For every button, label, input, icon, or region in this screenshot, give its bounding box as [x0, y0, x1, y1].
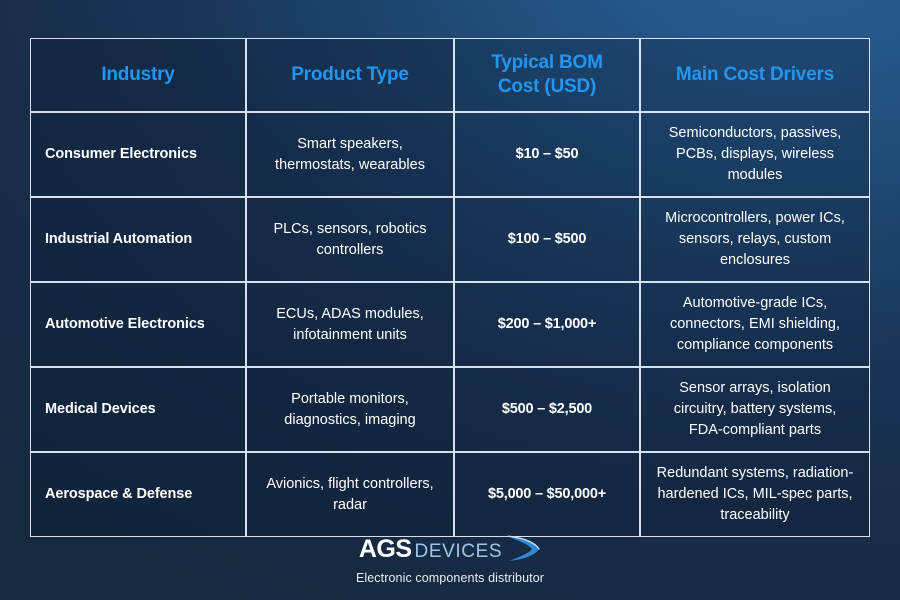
table-row: Automotive Electronics ECUs, ADAS module…: [30, 282, 870, 368]
cell-main-cost-drivers: Microcontrollers, power ICs, sensors, re…: [640, 197, 870, 283]
cell-typical-bom-cost: $500 – $2,500: [454, 367, 640, 453]
footer-tagline: Electronic components distributor: [355, 571, 545, 585]
cell-typical-bom-cost: $10 – $50: [454, 112, 640, 198]
cell-industry: Industrial Automation: [30, 197, 246, 283]
table-row: Consumer Electronics Smart speakers, the…: [30, 112, 870, 198]
cell-product-type: PLCs, sensors, robotics controllers: [246, 197, 454, 283]
cell-industry: Aerospace & Defense: [30, 452, 246, 538]
cell-main-cost-drivers: Redundant systems, radiation-hardened IC…: [640, 452, 870, 538]
swoosh-arrow-icon: [508, 535, 540, 561]
table-header-row: Industry Product Type Typical BOM Cost (…: [30, 38, 870, 112]
column-header-industry: Industry: [30, 38, 246, 112]
logo-wordmark-devices: DEVICES: [414, 540, 503, 562]
table-row: Industrial Automation PLCs, sensors, rob…: [30, 197, 870, 283]
cell-product-type: ECUs, ADAS modules, infotainment units: [246, 282, 454, 368]
cell-product-type: Portable monitors, diagnostics, imaging: [246, 367, 454, 453]
cell-industry: Medical Devices: [30, 367, 246, 453]
cell-product-type: Smart speakers, thermostats, wearables: [246, 112, 454, 198]
cell-typical-bom-cost: $5,000 – $50,000+: [454, 452, 640, 538]
cell-typical-bom-cost: $200 – $1,000+: [454, 282, 640, 368]
cell-product-type: Avionics, flight controllers, radar: [246, 452, 454, 538]
bom-cost-table: Industry Product Type Typical BOM Cost (…: [30, 38, 870, 538]
column-header-typical-bom-cost: Typical BOM Cost (USD): [454, 38, 640, 112]
cell-main-cost-drivers: Sensor arrays, isolation circuitry, batt…: [640, 367, 870, 453]
column-header-main-cost-drivers: Main Cost Drivers: [640, 38, 870, 112]
cell-industry: Consumer Electronics: [30, 112, 246, 198]
bom-cost-table-container: Industry Product Type Typical BOM Cost (…: [30, 38, 870, 538]
table-row: Medical Devices Portable monitors, diagn…: [30, 367, 870, 453]
table-row: Aerospace & Defense Avionics, flight con…: [30, 452, 870, 538]
column-header-product-type: Product Type: [246, 38, 454, 112]
cell-typical-bom-cost: $100 – $500: [454, 197, 640, 283]
cell-industry: Automotive Electronics: [30, 282, 246, 368]
footer: AGS DEVICES Electronic components distri…: [0, 534, 900, 585]
cell-main-cost-drivers: Semiconductors, passives, PCBs, displays…: [640, 112, 870, 198]
ags-devices-logo: AGS DEVICES: [359, 534, 541, 564]
logo-wordmark-ags: AGS: [358, 534, 412, 563]
cell-main-cost-drivers: Automotive-grade ICs, connectors, EMI sh…: [640, 282, 870, 368]
